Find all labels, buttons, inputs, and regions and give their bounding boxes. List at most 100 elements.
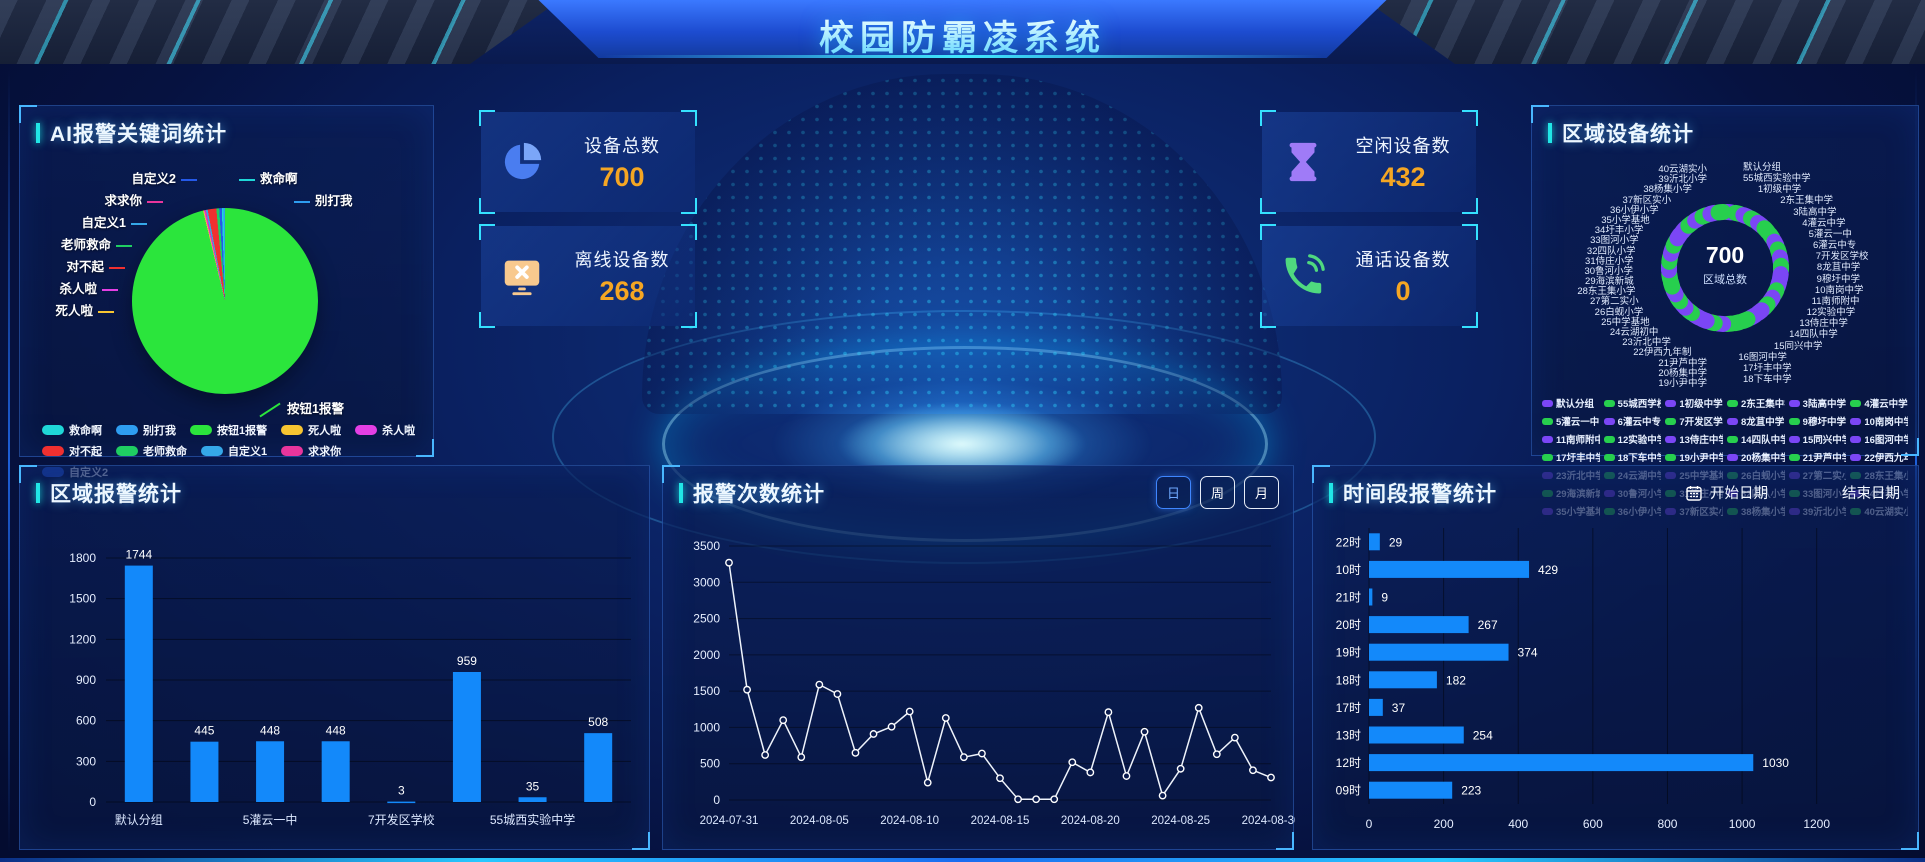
data-point[interactable]	[869, 730, 878, 738]
bar[interactable]	[190, 741, 219, 802]
bar[interactable]	[1369, 588, 1373, 606]
legend-item[interactable]: 15同兴中学	[1788, 432, 1846, 446]
legend-item[interactable]: 6灌云中专	[1603, 414, 1662, 428]
svg-text:374: 374	[1518, 646, 1538, 660]
range-button-月[interactable]: 月	[1244, 476, 1279, 509]
legend-item[interactable]: 10南岗中学	[1850, 414, 1908, 428]
legend-item[interactable]: 1初级中学	[1665, 396, 1723, 410]
data-point[interactable]	[1194, 703, 1203, 712]
legend-item[interactable]: 别打我	[116, 422, 176, 438]
legend-swatch	[1788, 453, 1800, 461]
data-point[interactable]	[887, 722, 896, 731]
data-point[interactable]	[923, 778, 932, 787]
data-point[interactable]	[1050, 795, 1059, 804]
legend-item[interactable]: 杀人啦	[355, 422, 415, 438]
data-point[interactable]	[905, 707, 914, 716]
data-point[interactable]	[941, 714, 950, 722]
bar[interactable]	[1369, 781, 1453, 799]
data-point[interactable]	[1230, 733, 1239, 742]
bar[interactable]	[1369, 671, 1437, 689]
legend-item[interactable]: 11南师附中	[1542, 432, 1600, 446]
legend-item[interactable]: 17圩丰中学	[1542, 450, 1600, 464]
data-point[interactable]	[959, 753, 968, 762]
range-button-日[interactable]: 日	[1156, 476, 1191, 509]
data-point[interactable]	[1014, 795, 1022, 804]
end-date-picker[interactable]: 结束日期	[1842, 482, 1900, 503]
legend-item[interactable]: 自定义1	[201, 443, 267, 459]
bar[interactable]	[1369, 560, 1530, 578]
legend-item[interactable]: 5灌云一中	[1542, 414, 1600, 428]
legend-swatch	[1727, 435, 1738, 443]
svg-text:29: 29	[1389, 535, 1403, 549]
legend-item[interactable]: 22伊西九年制	[1850, 450, 1908, 464]
legend-item[interactable]: 按钮1报警	[190, 422, 267, 438]
legend-item[interactable]: 8龙苴中学	[1727, 414, 1785, 428]
start-date-picker[interactable]: 开始日期	[1686, 482, 1768, 503]
legend-item[interactable]: 4灌云中学	[1850, 396, 1908, 410]
legend-swatch	[1542, 399, 1553, 407]
data-point[interactable]	[797, 753, 806, 762]
svg-text:1500: 1500	[69, 592, 96, 606]
data-point[interactable]	[851, 748, 860, 757]
legend-item[interactable]: 13侍庄中学	[1665, 432, 1723, 446]
bar[interactable]	[256, 741, 285, 802]
legend-item[interactable]: 19小尹中学	[1665, 450, 1723, 464]
data-point[interactable]	[779, 716, 788, 725]
data-point[interactable]	[1267, 773, 1275, 782]
data-point[interactable]	[1212, 750, 1221, 759]
legend-item[interactable]: 老师救命	[116, 443, 187, 459]
data-point[interactable]	[833, 690, 842, 698]
bar[interactable]	[321, 741, 350, 802]
legend-item[interactable]: 3陆高中学	[1788, 396, 1847, 410]
range-button-周[interactable]: 周	[1200, 476, 1235, 509]
legend-item[interactable]: 求求你	[281, 443, 341, 459]
svg-text:1000: 1000	[693, 720, 720, 734]
donut-callout-label: 6灌云中专	[1813, 240, 1857, 252]
data-point[interactable]	[725, 558, 733, 567]
data-point[interactable]	[1122, 772, 1131, 780]
legend-item[interactable]: 14四队中学	[1727, 432, 1785, 446]
legend-item[interactable]: 16图河中学	[1850, 432, 1908, 446]
panel-region-alarms-header: 区域报警统计	[20, 466, 649, 508]
data-point[interactable]	[743, 685, 751, 694]
data-point[interactable]	[815, 680, 824, 689]
legend-item[interactable]: 21尹芦中学	[1788, 450, 1846, 464]
legend-item[interactable]: 18下车中学	[1603, 450, 1661, 464]
legend-swatch	[1788, 417, 1800, 425]
legend-item[interactable]: 2东王集中学	[1727, 396, 1785, 410]
data-point[interactable]	[1104, 708, 1113, 717]
legend-item[interactable]: 55城西学校	[1603, 396, 1661, 410]
bar[interactable]	[1369, 616, 1469, 634]
bar[interactable]	[518, 797, 547, 802]
bar[interactable]	[1369, 533, 1380, 551]
bar[interactable]	[1369, 726, 1464, 744]
bar[interactable]	[584, 733, 613, 802]
bar[interactable]	[452, 672, 481, 802]
data-point[interactable]	[1068, 758, 1077, 767]
data-point[interactable]	[1158, 791, 1167, 800]
data-point[interactable]	[996, 774, 1004, 783]
data-point[interactable]	[1032, 795, 1041, 804]
bar[interactable]	[1369, 643, 1509, 661]
data-point[interactable]	[1086, 768, 1095, 777]
data-point[interactable]	[978, 749, 986, 758]
legend-item[interactable]: 9穆圩中学	[1788, 414, 1847, 428]
legend-item[interactable]: 7开发区学校	[1665, 414, 1723, 428]
donut-center: 700 区域总数	[1665, 242, 1785, 287]
bar[interactable]	[1369, 754, 1754, 772]
legend-item[interactable]: 默认分组	[1542, 396, 1600, 410]
legend-item[interactable]: 12实验中学	[1603, 432, 1661, 446]
data-point[interactable]	[1140, 727, 1149, 736]
title-accent-bar	[36, 483, 40, 503]
legend-item[interactable]: 对不起	[42, 443, 102, 459]
data-point[interactable]	[1176, 764, 1185, 773]
legend-item[interactable]: 20杨集中学	[1727, 450, 1785, 464]
legend-item[interactable]: 死人啦	[281, 422, 341, 438]
data-point[interactable]	[1249, 766, 1257, 775]
bar[interactable]	[387, 801, 416, 804]
legend-item[interactable]: 救命啊	[42, 422, 102, 438]
bar[interactable]	[124, 565, 153, 802]
bar[interactable]	[1369, 698, 1383, 716]
svg-text:2024-08-30: 2024-08-30	[1242, 815, 1295, 827]
data-point[interactable]	[761, 751, 770, 759]
